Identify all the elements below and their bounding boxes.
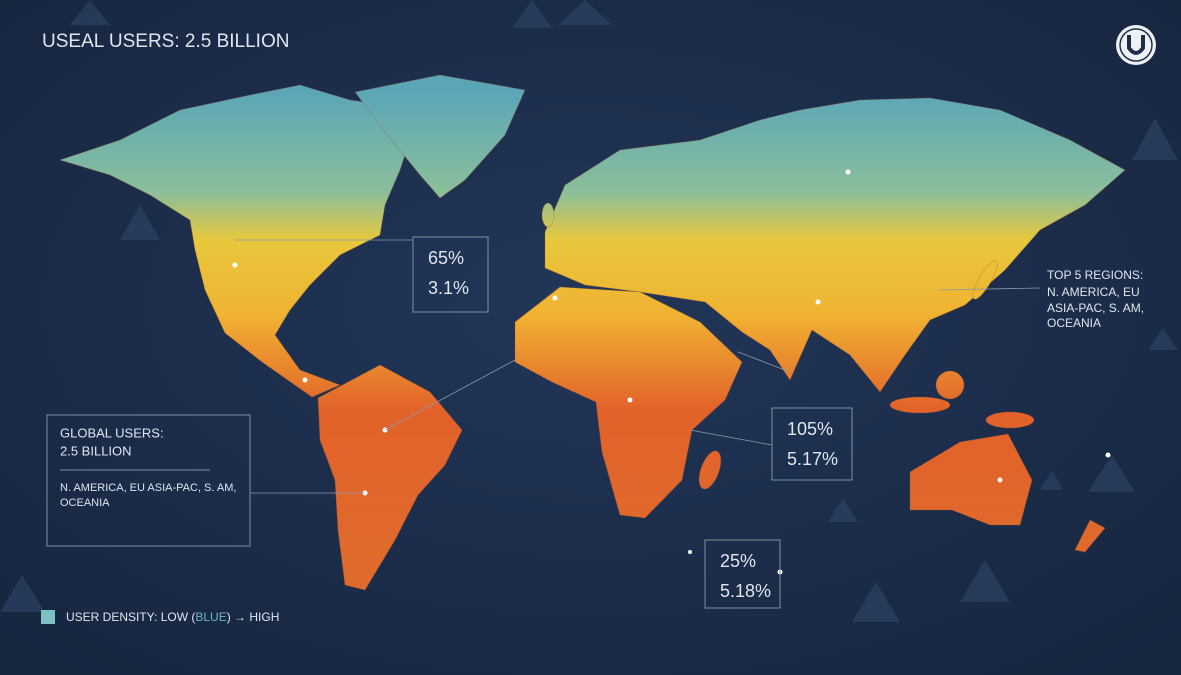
- regions-line: ASIA-PAC, S. AM,: [1047, 301, 1144, 315]
- callout-box: [771, 407, 853, 481]
- australia: [909, 433, 1033, 526]
- new-guinea: [985, 411, 1035, 429]
- callout-value: 5.17%: [787, 449, 838, 469]
- africa: [514, 286, 743, 519]
- legend-part: BLUE: [195, 610, 226, 624]
- japan: [972, 260, 998, 300]
- panel-value: 2.5 BILLION: [60, 443, 132, 458]
- callout-value: 65%: [428, 248, 464, 268]
- callout-value: 3.1%: [428, 278, 469, 298]
- callout-box: [704, 539, 781, 609]
- regions-line: OCEANIA: [1047, 316, 1101, 330]
- regions-line: TOP 5 REGIONS:: [1047, 268, 1143, 282]
- callout-value: 105%: [787, 419, 833, 439]
- callout: 105% 5.17%: [771, 407, 853, 481]
- title: USEAL USERS: 2.5 BILLION: [42, 31, 289, 52]
- callout: 65% 3.1%: [412, 236, 489, 313]
- legend: USER DENSITY: LOW (BLUE) → HIGH: [41, 610, 279, 624]
- greenland: [354, 74, 526, 199]
- panel-title: GLOBAL USERS:: [60, 425, 164, 440]
- continents: [58, 74, 1126, 591]
- legend-part: USER DENSITY: LOW (: [66, 610, 195, 624]
- global-panel: GLOBAL USERS: 2.5 BILLION N. AMERICA, EU…: [46, 414, 251, 547]
- legend-part: ) → HIGH: [227, 610, 280, 624]
- madagascar: [698, 450, 722, 490]
- north-america: [58, 84, 421, 398]
- callout-value: 25%: [720, 551, 756, 571]
- callout-value: 5.18%: [720, 581, 771, 601]
- logo: [1116, 25, 1156, 65]
- regions-line: N. AMERICA, EU: [1047, 285, 1140, 299]
- new-zealand: [1074, 519, 1106, 553]
- top-regions: TOP 5 REGIONS: N. AMERICA, EU ASIA-PAC, …: [1047, 268, 1144, 330]
- city-dots: [232, 169, 1111, 575]
- legend-swatch: [41, 610, 55, 624]
- panel-regions: N. AMERICA, EU ASIA-PAC, S. AM,: [60, 482, 236, 494]
- panel-regions: OCEANIA: [60, 497, 110, 509]
- leader-lines: [235, 239, 1041, 494]
- borneo: [935, 370, 965, 400]
- south-america: [317, 364, 463, 591]
- decorations: [0, 0, 1178, 622]
- callouts: 65% 3.1% 105% 5.17% 25% 5.18%: [412, 236, 853, 609]
- legend-text: USER DENSITY: LOW (BLUE) → HIGH: [66, 610, 279, 624]
- uk: [541, 202, 555, 228]
- callout-box: [412, 236, 489, 313]
- callout: 25% 5.18%: [704, 539, 781, 609]
- indonesia: [889, 396, 951, 414]
